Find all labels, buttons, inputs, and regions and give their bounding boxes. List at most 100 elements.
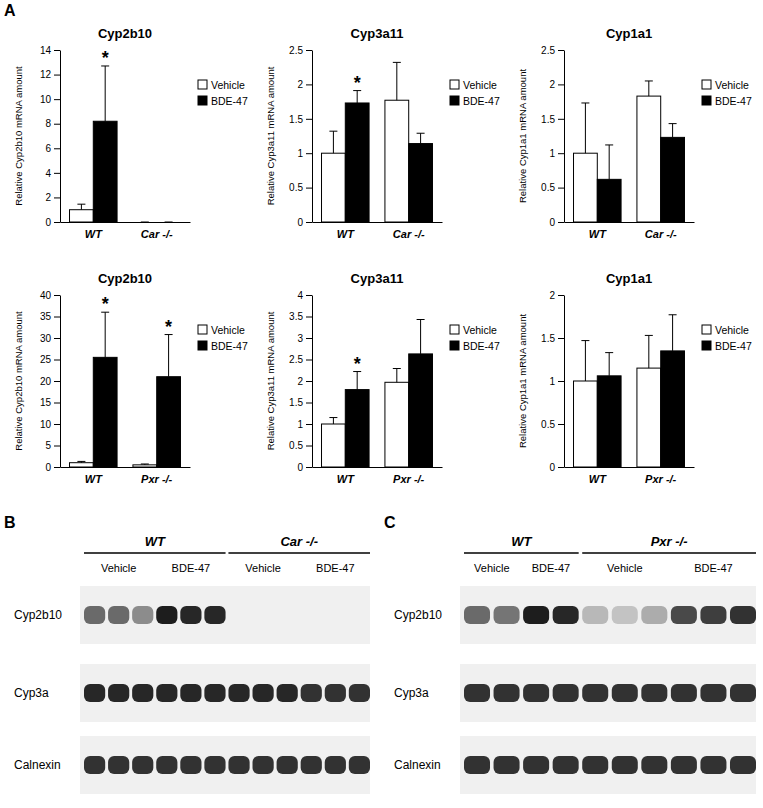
bar — [574, 381, 598, 467]
blot-band — [700, 606, 726, 624]
bar — [345, 103, 369, 222]
error-bar-stem — [648, 81, 649, 96]
y-tick: 10 — [40, 94, 60, 105]
bar — [322, 153, 346, 222]
blot-band — [180, 684, 201, 702]
error-bar — [141, 463, 149, 465]
y-tick-label: 1 — [549, 376, 555, 387]
y-tick: 2.5 — [289, 354, 312, 365]
bar — [637, 368, 661, 467]
blot-group-line — [84, 552, 226, 554]
chart-title: Cyp3a11 — [351, 271, 404, 286]
error-bar-stem — [333, 131, 334, 153]
y-tick-label: 0 — [45, 462, 51, 473]
error-bar — [605, 353, 613, 376]
error-bar — [645, 81, 653, 96]
error-bar-stem — [105, 312, 106, 357]
y-tick: 0 — [549, 462, 564, 473]
legend-swatch — [702, 96, 711, 105]
blot-band — [132, 684, 153, 702]
y-tick: 2 — [297, 376, 312, 387]
error-bar-stem — [396, 62, 397, 100]
blot-band — [228, 756, 249, 774]
bar — [637, 96, 661, 222]
y-tick: 14 — [40, 45, 60, 56]
y-tick-mark — [558, 119, 564, 120]
bar — [93, 121, 117, 222]
y-tick: 12 — [40, 69, 60, 80]
plot-area: 00.511.52WTPxr -/- — [541, 290, 694, 486]
error-bar-stem — [105, 66, 106, 121]
y-tick-mark — [306, 360, 312, 361]
y-tick-label: 2 — [549, 290, 555, 301]
error-bar-stem — [585, 103, 586, 153]
bar — [157, 222, 181, 223]
y-tick-label: 2.5 — [289, 354, 303, 365]
error-bar-cap — [669, 314, 677, 315]
x-axis: WTPxr -/- — [61, 468, 191, 486]
y-tick-label: 1 — [297, 419, 303, 430]
y-tick-mark — [54, 173, 60, 174]
error-bar — [669, 124, 677, 138]
bar — [409, 144, 433, 222]
error-bar — [645, 335, 653, 368]
y-axis-line — [60, 51, 61, 223]
x-axis-line — [565, 222, 695, 223]
legend-label: BDE-47 — [211, 340, 248, 352]
legend-item: Vehicle — [702, 324, 749, 336]
blot-band — [108, 606, 129, 624]
y-axis-line — [312, 296, 313, 468]
legend-label: BDE-47 — [715, 95, 752, 107]
y-tick-mark — [306, 317, 312, 318]
error-bar-stem — [333, 418, 334, 424]
panel-label: B — [4, 514, 16, 531]
plot-area: 00.511.522.5WTCar -/-* — [289, 45, 442, 241]
x-tick-label: WT — [589, 228, 607, 240]
y-tick-label: 0 — [549, 217, 555, 228]
y-tick-label: 1.5 — [541, 333, 555, 344]
blot-row-label: Calnexin — [14, 758, 61, 772]
bar — [70, 463, 94, 467]
legend-label: Vehicle — [463, 324, 497, 336]
error-bar-cap — [581, 340, 589, 341]
legend-item: Vehicle — [450, 79, 497, 91]
blot-band — [553, 684, 579, 702]
x-axis: WTCar -/- — [61, 223, 191, 241]
legend-swatch — [702, 80, 711, 89]
y-tick-mark — [54, 222, 60, 223]
blot-band — [108, 756, 129, 774]
y-tick-label: 0 — [549, 462, 555, 473]
blot-group-label: Car -/- — [280, 534, 318, 549]
y-tick-label: 0.5 — [289, 440, 303, 451]
blot-band — [253, 684, 274, 702]
error-bar-stem — [420, 320, 421, 354]
blot-band — [277, 684, 298, 702]
y-tick-mark — [558, 222, 564, 223]
chart-title: Cyp2b10 — [98, 26, 152, 41]
y-tick-label: 0 — [297, 462, 303, 473]
blot-membrane — [80, 736, 370, 794]
legend-swatch — [702, 341, 711, 350]
blot-band — [612, 756, 638, 774]
chart-title: Cyp1a1 — [606, 26, 652, 41]
y-tick-mark — [306, 381, 312, 382]
y-axis: 00.511.522.5 — [289, 45, 312, 228]
x-tick: Pxr -/- — [141, 473, 173, 485]
x-tick-label: Car -/- — [645, 228, 677, 240]
blot-band — [204, 756, 225, 774]
error-bar — [77, 461, 85, 462]
blot-band — [494, 684, 520, 702]
blot-band — [84, 684, 105, 702]
error-bar-stem — [357, 372, 358, 390]
blot-band — [553, 756, 579, 774]
y-tick-mark — [54, 338, 60, 339]
blot-band — [349, 684, 370, 702]
blot-group-label: WT — [145, 534, 166, 549]
y-tick-label: 1.5 — [541, 114, 555, 125]
error-bar-stem — [81, 204, 82, 210]
x-tick: Pxr -/- — [645, 473, 677, 485]
legend-label: Vehicle — [715, 79, 749, 91]
chart: 00.511.52WTPxr -/-Cyp1a1Relative Cyp1a1 … — [517, 271, 752, 485]
y-tick: 1.5 — [289, 114, 312, 125]
y-tick-label: 0.5 — [541, 419, 555, 430]
